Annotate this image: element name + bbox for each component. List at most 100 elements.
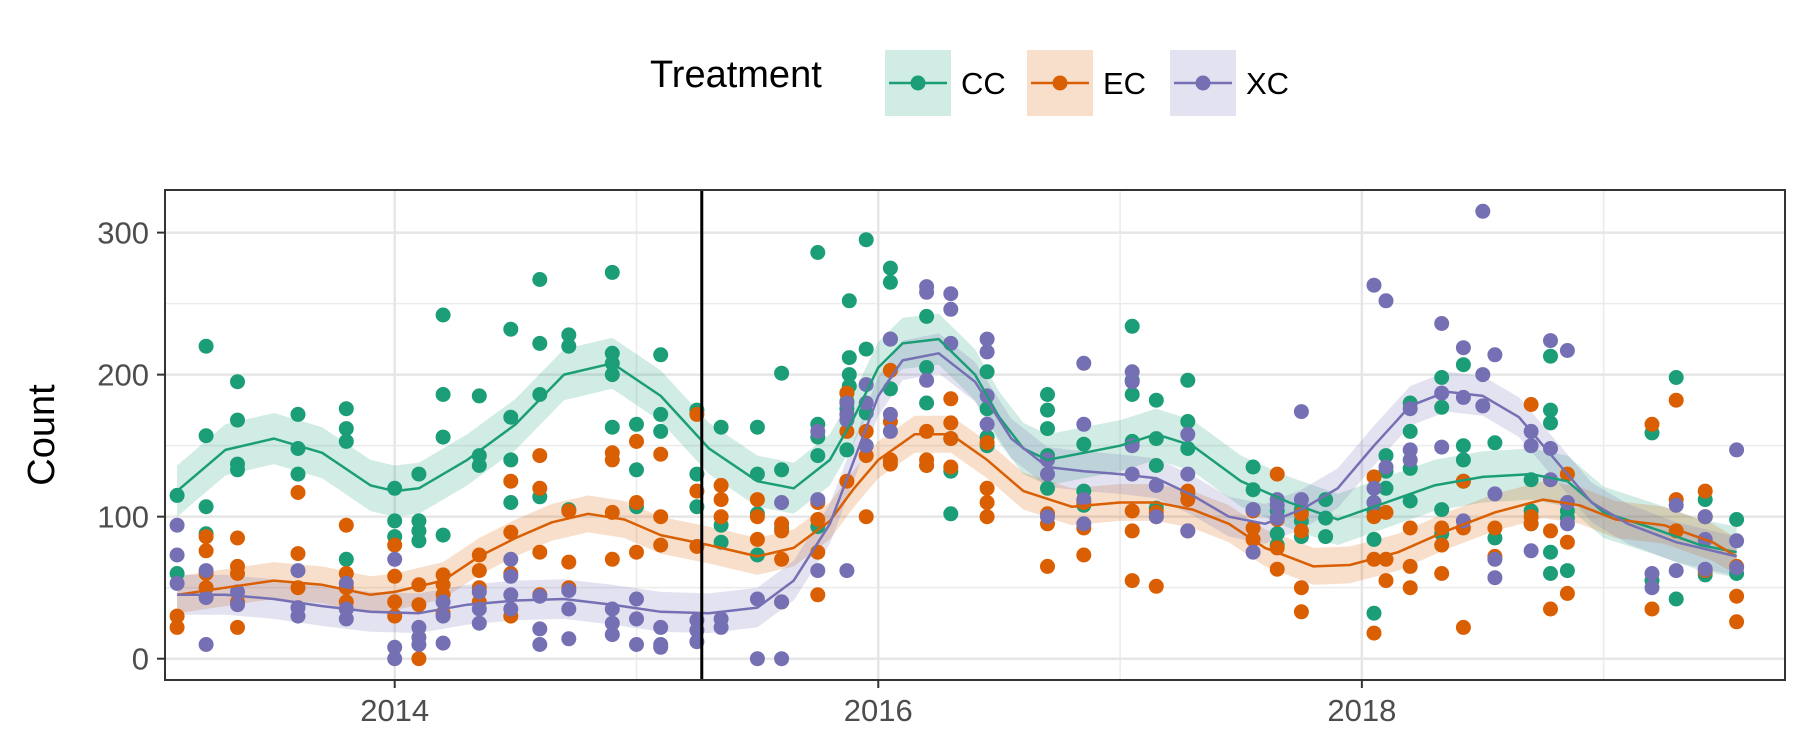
point-xc	[1559, 516, 1575, 532]
point-xc	[435, 635, 451, 651]
point-xc	[338, 575, 354, 591]
point-cc	[810, 245, 826, 260]
point-ec	[1366, 509, 1382, 525]
smooth-line-cc	[176, 337, 1737, 554]
point-ec	[943, 459, 959, 475]
point-xc	[561, 583, 577, 598]
point-ec	[532, 480, 548, 496]
point-cc	[1040, 387, 1055, 402]
point-ec	[1559, 585, 1575, 601]
point-ec	[604, 551, 620, 567]
point-ec	[561, 554, 577, 570]
point-ec	[387, 608, 403, 624]
point-cc	[882, 260, 898, 276]
point-xc	[387, 651, 403, 667]
y-tick-label: 0	[132, 642, 149, 677]
point-xc	[1040, 509, 1055, 525]
point-xc	[1148, 509, 1164, 525]
point-cc	[435, 527, 451, 543]
point-ec	[604, 452, 620, 468]
point-xc	[169, 575, 185, 591]
point-xc	[387, 551, 403, 567]
point-ec	[1269, 466, 1285, 482]
point-cc	[1180, 372, 1196, 388]
point-cc	[230, 412, 245, 428]
point-cc	[532, 335, 548, 351]
point-cc	[435, 307, 451, 323]
point-xc	[561, 601, 577, 617]
point-cc	[169, 487, 185, 503]
point-xc	[1076, 492, 1092, 508]
point-ec	[387, 594, 403, 610]
point-cc	[604, 264, 620, 280]
point-ec	[1245, 520, 1261, 536]
point-cc	[198, 499, 214, 515]
point-ec	[1124, 573, 1140, 589]
point-xc	[503, 587, 519, 603]
point-cc	[1543, 415, 1558, 431]
point-xc	[1180, 466, 1196, 482]
point-cc	[1668, 370, 1684, 385]
point-xc	[1697, 561, 1713, 577]
point-ec	[169, 608, 185, 624]
point-cc	[230, 462, 245, 478]
point-cc	[411, 533, 427, 549]
point-cc	[629, 462, 644, 478]
point-cc	[532, 387, 548, 402]
x-tick-label: 2018	[1327, 693, 1396, 728]
point-ec	[411, 577, 427, 593]
point-ec	[1434, 566, 1450, 581]
point-xc	[338, 611, 354, 627]
point-cc	[1455, 438, 1471, 454]
point-cc	[882, 274, 898, 290]
point-cc	[919, 360, 935, 375]
point-cc	[1434, 502, 1450, 518]
point-cc	[653, 423, 669, 439]
point-ec	[810, 587, 826, 603]
point-xc	[1729, 560, 1745, 576]
point-cc	[561, 327, 577, 343]
point-xc	[503, 601, 519, 617]
point-cc	[604, 419, 620, 435]
legend-item-cc: CC	[885, 50, 1006, 116]
point-ec	[774, 523, 790, 539]
point-cc	[1366, 605, 1382, 621]
point-ec	[713, 509, 729, 525]
legend-key-point	[1052, 75, 1068, 91]
point-cc	[1402, 423, 1418, 439]
point-cc	[1543, 348, 1558, 364]
plot-panel	[164, 189, 1786, 681]
point-cc	[1269, 526, 1285, 542]
point-ec	[1543, 523, 1558, 539]
point-xc	[1475, 398, 1491, 414]
point-xc	[1366, 480, 1382, 496]
point-xc	[1245, 544, 1261, 560]
point-cc	[1040, 402, 1055, 418]
point-cc	[882, 381, 898, 397]
point-cc	[841, 367, 857, 383]
point-cc	[1318, 529, 1334, 545]
point-cc	[338, 421, 354, 437]
point-ec	[629, 433, 644, 449]
point-ec	[1378, 573, 1394, 589]
point-ec	[943, 415, 959, 431]
point-xc	[1076, 516, 1092, 532]
point-cc	[1559, 563, 1575, 579]
point-ec	[503, 524, 519, 540]
point-ec	[1124, 503, 1140, 519]
point-xc	[629, 637, 644, 652]
point-xc	[1487, 486, 1503, 502]
point-xc	[713, 619, 729, 635]
point-xc	[1523, 438, 1539, 454]
point-xc	[1378, 293, 1394, 309]
point-ec	[169, 619, 185, 635]
point-ec	[749, 531, 765, 547]
point-xc	[858, 438, 874, 454]
point-ec	[858, 509, 874, 525]
point-cc	[713, 419, 729, 435]
point-cc	[774, 462, 790, 478]
point-ec	[1523, 397, 1539, 412]
point-xc	[1475, 203, 1491, 219]
point-cc	[1455, 452, 1471, 468]
